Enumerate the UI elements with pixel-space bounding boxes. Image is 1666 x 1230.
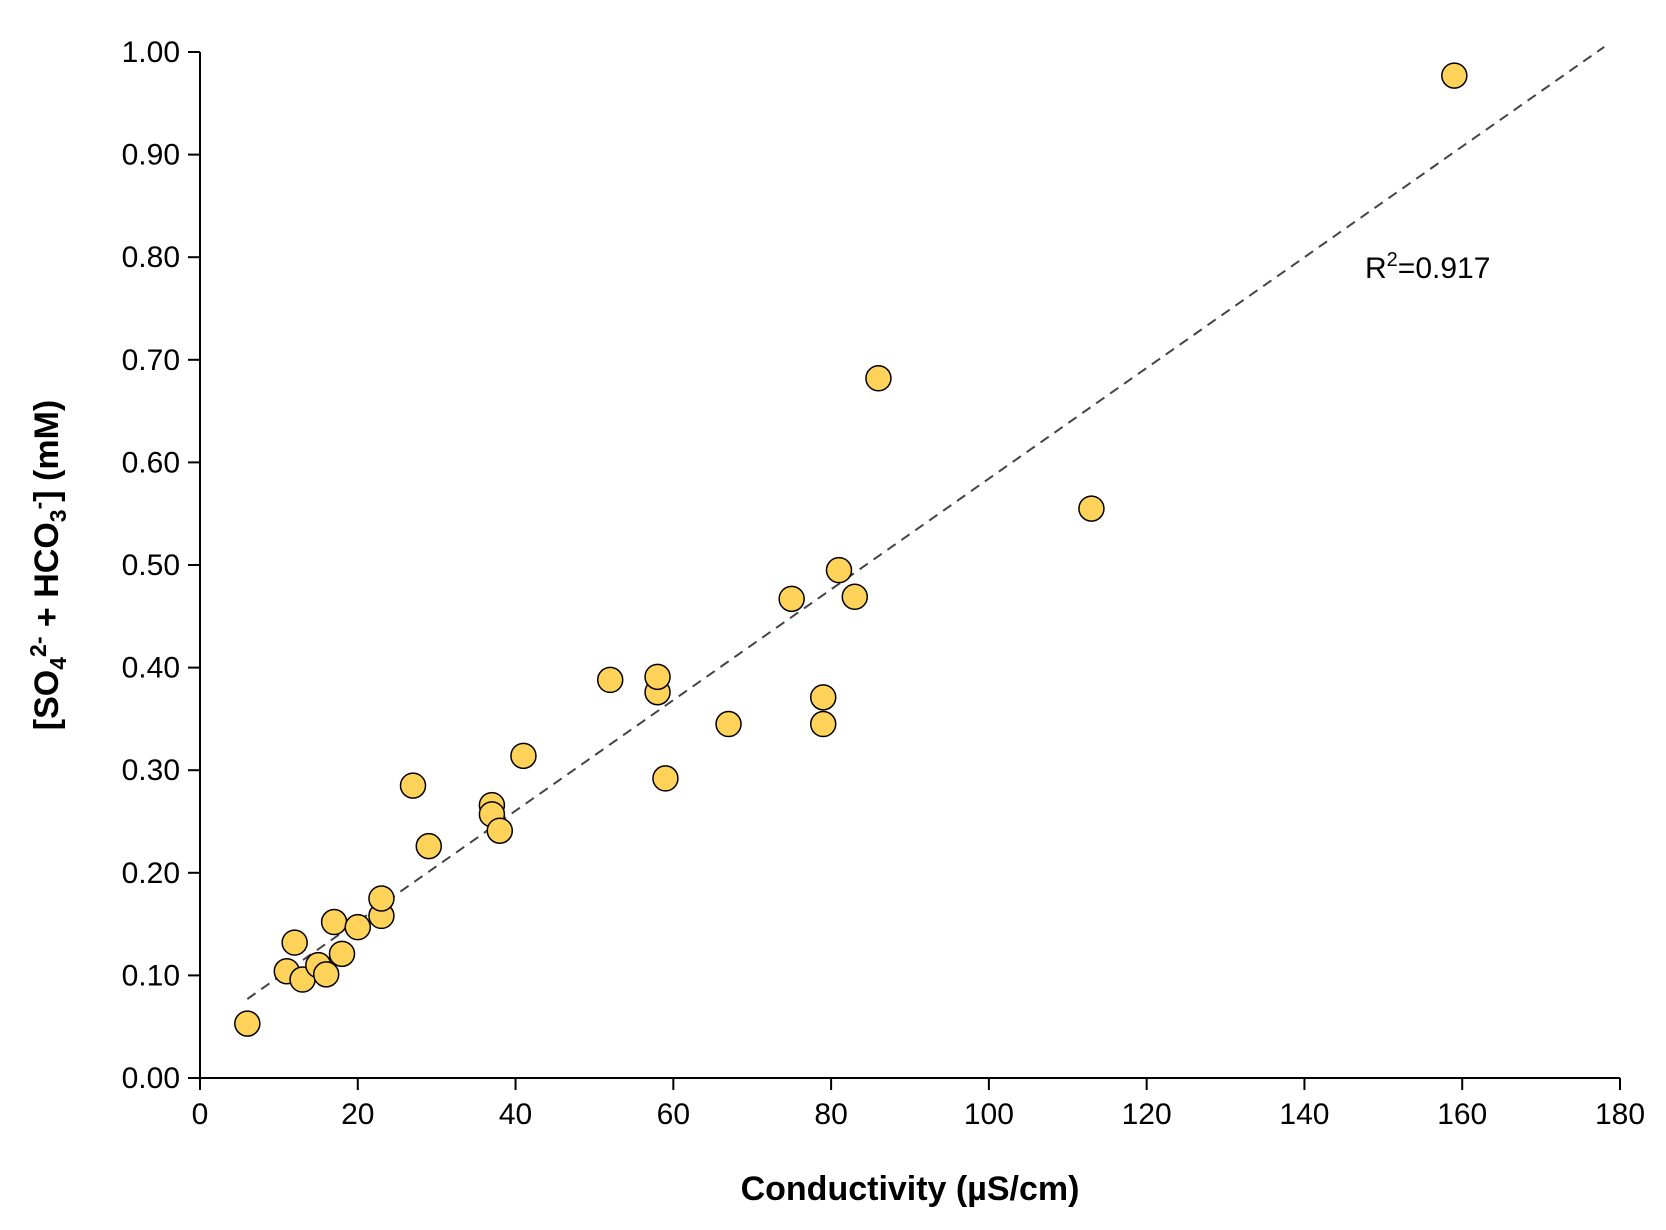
data-point [596,666,624,694]
x-tick-label: 80 [814,1098,847,1131]
y-axis-ticks: 0.00 0.10 0.20 0.30 0.40 0.50 0.60 0.70 0.80 0.90… [122,36,200,1095]
data-point [1078,495,1105,522]
x-tick-label: 180 [1595,1098,1645,1131]
y-tick-label: 0.20 [122,857,180,890]
x-tick-label: 20 [341,1098,374,1131]
x-tick-label: 160 [1437,1098,1487,1131]
y-title-close: ] (mM) [28,400,66,502]
data-point [234,1010,261,1037]
y-title-sup-2minus: 2- [25,637,51,657]
data-points [234,62,1468,1037]
y-title-open: [SO [28,670,66,730]
y-tick-label: 1.00 [122,36,180,69]
x-tick-label: 140 [1279,1098,1329,1131]
x-tick-label: 100 [964,1098,1014,1131]
x-tick-label: 60 [657,1098,690,1131]
y-tick-label: 0.30 [122,754,180,787]
x-tick-label: 0 [192,1098,209,1131]
y-title-mid: + HCO [28,522,66,636]
y-tick-label: 0.00 [122,1062,180,1095]
data-point [399,772,427,799]
y-tick-label: 0.80 [122,241,180,274]
data-point [778,585,805,613]
x-axis-ticks: 0 20 40 60 80 100 120 140 160 180 [192,1078,1645,1131]
y-title-sup-minus: - [25,502,51,510]
trend-line [246,46,1605,1000]
y-tick-label: 0.10 [122,959,180,992]
axes: 0.00 0.10 0.20 0.30 0.40 0.50 0.60 0.70 0.80 0.90… [122,36,1645,1131]
data-point [312,961,340,988]
x-tick-label: 40 [499,1098,532,1131]
x-tick-label: 120 [1122,1098,1172,1131]
data-point [809,684,837,711]
data-point [865,365,892,392]
data-point [486,817,514,844]
data-point [368,885,395,912]
data-point [415,832,443,860]
data-point [344,913,372,941]
x-axis-title: Conductivity (µS/cm) [741,1170,1080,1208]
y-tick-label: 0.60 [122,446,180,479]
data-point [328,940,356,968]
r-squared-annotation: R2=0.917 [1365,249,1490,285]
y-title-sub-4: 4 [45,657,71,670]
data-point [644,663,671,691]
y-tick-label: 0.70 [122,344,180,377]
r-squared-superscript: 2 [1387,249,1398,271]
data-point [510,742,537,770]
data-point [825,556,853,584]
data-point [281,929,308,956]
data-point [320,908,348,936]
data-point [809,710,837,738]
data-point [1441,62,1468,89]
y-axis-title-group: [SO42- + HCO3-] (mM) [25,400,71,730]
data-point [715,710,742,738]
y-tick-label: 0.40 [122,652,180,685]
r-squared-base: R [1365,252,1387,285]
y-tick-label: 0.90 [122,139,180,172]
y-axis-title: [SO42- + HCO3-] (mM) [25,400,71,730]
data-point [652,765,679,792]
data-point [841,583,869,611]
r-squared-value: =0.917 [1398,252,1491,285]
y-tick-label: 0.50 [122,549,180,582]
y-title-sub-3: 3 [45,509,71,522]
